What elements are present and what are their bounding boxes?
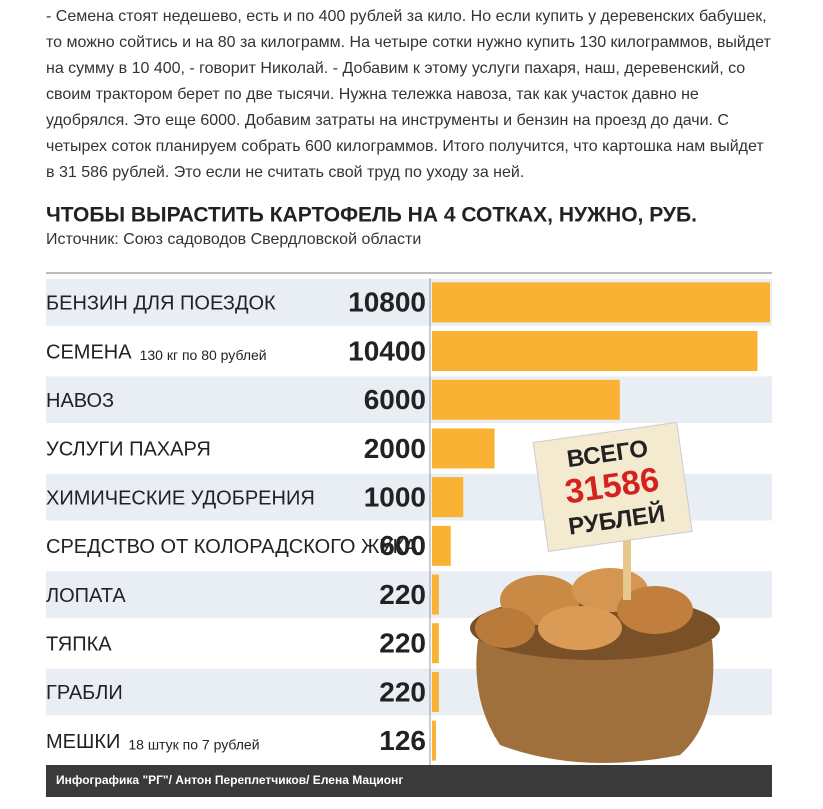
- category-label: СРЕДСТВО ОТ КОЛОРАДСКОГО ЖУКА: [46, 536, 418, 558]
- category-note: 130 кг по 80 рублей: [140, 347, 267, 363]
- category-label: ЛОПАТА: [46, 585, 126, 607]
- bar: [432, 428, 495, 469]
- value-label: 10400: [348, 335, 426, 366]
- bar: [432, 282, 770, 323]
- bar: [432, 477, 464, 518]
- value-label: 126: [379, 725, 426, 756]
- caption: Инфографика "РГ"/ Антон Переплетчиков/ Е…: [56, 773, 403, 787]
- category-label: НАВОЗ: [46, 390, 114, 412]
- category-label: МЕШКИ: [46, 731, 120, 753]
- value-label: 10800: [348, 287, 426, 318]
- bar: [432, 671, 439, 712]
- value-label: 6000: [364, 384, 426, 415]
- row-stripe: [46, 376, 772, 424]
- category-label: БЕНЗИН ДЛЯ ПОЕЗДОК: [46, 293, 276, 315]
- sack: [470, 520, 720, 763]
- value-label: 600: [379, 530, 426, 561]
- bar: [432, 525, 451, 566]
- category-label: УСЛУГИ ПАХАРЯ: [46, 439, 211, 461]
- category-label: СЕМЕНА: [46, 341, 132, 363]
- bar: [432, 623, 439, 664]
- bar: [432, 331, 758, 372]
- category-note: 18 штук по 7 рублей: [128, 736, 259, 752]
- chart-subtitle: Источник: Союз садоводов Свердловской об…: [46, 231, 421, 248]
- sign-board: [532, 421, 693, 553]
- sign: ВСЕГО 31586 РУБЛЕЙ: [532, 421, 693, 553]
- bar: [432, 574, 439, 615]
- bar: [432, 720, 436, 761]
- value-label: 1000: [364, 482, 426, 513]
- value-label: 220: [379, 579, 426, 610]
- bar: [432, 379, 620, 420]
- article-paragraph: - Семена стоят недешево, есть и по 400 р…: [46, 8, 771, 181]
- value-label: 220: [379, 676, 426, 707]
- value-label: 220: [379, 628, 426, 659]
- value-label: 2000: [364, 433, 426, 464]
- chart-title: ЧТОБЫ ВЫРАСТИТЬ КАРТОФЕЛЬ НА 4 СОТКАХ, Н…: [46, 204, 697, 227]
- caption-bar: [46, 765, 772, 797]
- category-label: ГРАБЛИ: [46, 682, 123, 704]
- category-label: ТЯПКА: [46, 634, 112, 656]
- category-label: ХИМИЧЕСКИЕ УДОБРЕНИЯ: [46, 487, 315, 509]
